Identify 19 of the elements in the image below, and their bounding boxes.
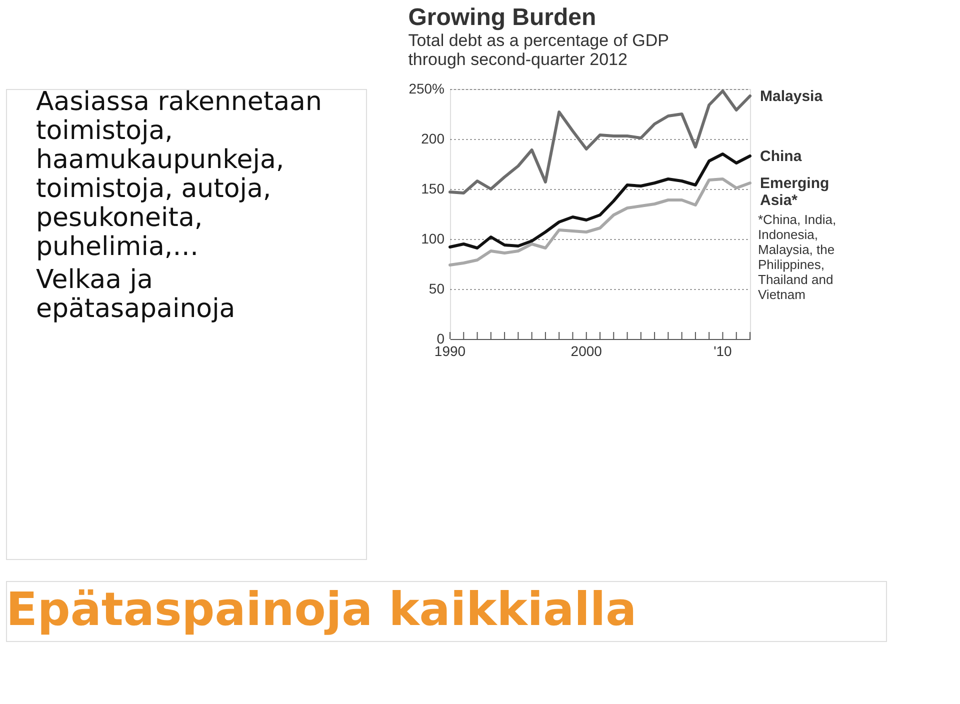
line-series [448, 90, 752, 194]
y-tick-label: 250% [408, 80, 444, 96]
series-label: Malaysia [760, 88, 824, 105]
series-label: China [760, 148, 802, 165]
y-tick-label: 200 [421, 130, 445, 146]
x-tick-label: 2000 [570, 343, 602, 359]
chart-title: Growing Burden [408, 4, 596, 31]
x-tick-label: '10 [714, 343, 732, 359]
text: Velkaa ja epätasapainoja [36, 265, 236, 324]
series-label: Emerging Asia* [760, 175, 830, 209]
line-series [448, 152, 752, 250]
y-tick-label: 50 [428, 280, 445, 296]
line-series [448, 178, 752, 266]
y-tick-label: 100 [421, 230, 445, 246]
chart-subtitle: Total debt as a percentage of GDP through second-quarter 2012 [408, 31, 670, 69]
y-tick-label: 150 [421, 180, 445, 196]
text: Aasiassa rakennetaan toimistoja, haamukaupunkeja, toimistoja, autoja, pesukoneita, puhelimia,… [36, 87, 322, 262]
text: Epätaspainoja kaikkialla [6, 582, 637, 636]
text: *China, India, Indonesia, Malaysia, the Philippines, Thailand and Vietnam [758, 212, 836, 302]
